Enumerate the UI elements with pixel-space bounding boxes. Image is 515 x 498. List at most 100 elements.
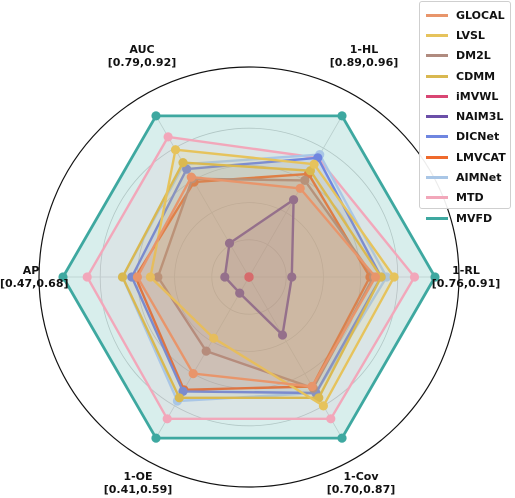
point-mtd-1-OE bbox=[162, 414, 172, 424]
series-lvsl bbox=[145, 145, 399, 411]
legend-swatch bbox=[426, 94, 448, 98]
legend-label: LMVCAT bbox=[456, 150, 506, 164]
legend-item-lvsl: LVSL bbox=[420, 25, 510, 45]
axis-label-AUC: AUC [0.79,0.92] bbox=[92, 43, 192, 69]
legend-swatch bbox=[426, 54, 448, 58]
legend-label: DICNet bbox=[456, 130, 500, 144]
legend-item-naim3l: NAIM3L bbox=[420, 106, 510, 126]
point-glocal-1-OE bbox=[188, 369, 198, 379]
axis-name: 1-Cov bbox=[343, 470, 379, 483]
point-mvfd-AP bbox=[58, 272, 68, 282]
point-glocal-1-Cov bbox=[307, 381, 317, 392]
point-mtd-AUC bbox=[163, 132, 173, 142]
spoke-AUC bbox=[155, 115, 250, 278]
legend-label: LVSL bbox=[456, 28, 485, 42]
point-lvsl-AP bbox=[145, 272, 155, 282]
axis-label-1-OE: 1-OE [0.41,0.59] bbox=[88, 470, 188, 496]
point-glocal-1-HL bbox=[295, 183, 305, 193]
legend-swatch bbox=[426, 115, 448, 119]
legend-item-mvfd: MVFD bbox=[420, 208, 510, 228]
legend-swatch bbox=[426, 33, 448, 37]
point-mvfd-AUC bbox=[151, 111, 161, 121]
legend-swatch bbox=[426, 196, 448, 200]
point-cdmm-AP bbox=[117, 272, 128, 282]
axis-label-AP: AP [0.47,0.68] bbox=[0, 264, 69, 290]
point-mtd-AP bbox=[82, 272, 92, 282]
axis-label-1-Cov: 1-Cov [0.70,0.87] bbox=[311, 470, 411, 496]
point-lvsl-1-RL bbox=[389, 272, 399, 282]
legend-label: MTD bbox=[456, 191, 484, 205]
spoke-1-Cov bbox=[248, 276, 343, 439]
legend-item-imvwl: iMVWL bbox=[420, 86, 510, 106]
axis-range: [0.70,0.87] bbox=[326, 483, 396, 496]
point-mtd-1-RL bbox=[409, 272, 420, 282]
point-naim3l-AUC bbox=[224, 238, 235, 248]
series-cdmm bbox=[117, 158, 386, 403]
axis-range: [0.76,0.91] bbox=[431, 277, 501, 290]
point-dm2l-1-HL bbox=[300, 175, 310, 185]
axis-label-1-HL: 1-HL [0.89,0.96] bbox=[314, 43, 414, 69]
outer-circle bbox=[38, 66, 460, 488]
axis-range: [0.47,0.68] bbox=[0, 277, 69, 290]
legend-label: GLOCAL bbox=[456, 8, 505, 22]
point-mvfd-1-RL bbox=[430, 272, 440, 282]
point-glocal-AUC bbox=[186, 172, 196, 182]
axis-range: [0.41,0.59] bbox=[103, 483, 173, 496]
axis-name: 1-OE bbox=[123, 470, 153, 483]
point-mvfd-1-HL bbox=[337, 111, 347, 121]
point-lvsl-AUC bbox=[170, 145, 181, 155]
legend-label: AIMNet bbox=[456, 171, 502, 185]
point-mvfd-1-Cov bbox=[337, 433, 347, 443]
legend-item-dicnet: DICNet bbox=[420, 127, 510, 147]
legend-swatch bbox=[426, 176, 448, 180]
point-lvsl-1-HL bbox=[309, 159, 319, 169]
spoke-1-OE bbox=[155, 276, 250, 439]
legend-label: iMVWL bbox=[456, 89, 499, 103]
legend-item-mtd: MTD bbox=[420, 188, 510, 208]
point-naim3l-1-HL bbox=[289, 195, 299, 205]
legend-swatch bbox=[426, 155, 448, 159]
point-glocal-AP bbox=[132, 272, 142, 282]
legend-label: NAIM3L bbox=[456, 110, 504, 124]
axis-name: 1-HL bbox=[349, 43, 379, 56]
series-glocal bbox=[132, 172, 381, 392]
point-naim3l-1-RL bbox=[287, 272, 297, 282]
point-naim3l-AP bbox=[220, 272, 230, 282]
point-naim3l-1-Cov bbox=[277, 330, 288, 340]
radar-series bbox=[58, 111, 440, 443]
legend-label: DM2L bbox=[456, 49, 491, 63]
legend-swatch bbox=[426, 74, 448, 78]
legend-swatch bbox=[426, 216, 448, 220]
legend-swatch bbox=[426, 135, 448, 139]
legend-item-aimnet: AIMNet bbox=[420, 167, 510, 187]
axis-range: [0.79,0.92] bbox=[107, 56, 177, 69]
legend-item-glocal: GLOCAL bbox=[420, 5, 510, 25]
series-imvwl bbox=[244, 272, 254, 282]
series-naim3l bbox=[220, 195, 299, 340]
point-glocal-1-RL bbox=[370, 272, 381, 282]
legend-swatch bbox=[426, 13, 448, 17]
legend-label: CDMM bbox=[456, 69, 496, 83]
axis-name: AP bbox=[22, 264, 40, 277]
point-naim3l-1-OE bbox=[235, 288, 245, 298]
axis-name: AUC bbox=[129, 43, 155, 56]
point-cdmm-1-OE bbox=[174, 393, 184, 403]
legend-label: MVFD bbox=[456, 211, 493, 225]
axis-name: 1-RL bbox=[452, 264, 480, 277]
point-mtd-1-Cov bbox=[326, 414, 336, 424]
legend-item-lmvcat: LMVCAT bbox=[420, 147, 510, 167]
point-dm2l-AP bbox=[153, 272, 163, 282]
point-cdmm-AUC bbox=[178, 158, 188, 168]
point-dm2l-1-OE bbox=[201, 346, 211, 356]
legend-item-dm2l: DM2L bbox=[420, 46, 510, 66]
point-lvsl-1-OE bbox=[209, 333, 219, 343]
legend: GLOCAL LVSL DM2L CDMM iMVWL NAIM3L DICNet LMVCA… bbox=[419, 1, 511, 225]
axis-range: [0.89,0.96] bbox=[329, 56, 399, 69]
point-imvwl-AUC bbox=[244, 272, 254, 282]
point-lvsl-1-Cov bbox=[318, 401, 328, 411]
point-cdmm-1-Cov bbox=[314, 393, 324, 403]
point-mvfd-1-OE bbox=[151, 433, 161, 443]
axis-label-1-RL: 1-RL [0.76,0.91] bbox=[418, 264, 514, 290]
legend-item-cdmm: CDMM bbox=[420, 66, 510, 86]
